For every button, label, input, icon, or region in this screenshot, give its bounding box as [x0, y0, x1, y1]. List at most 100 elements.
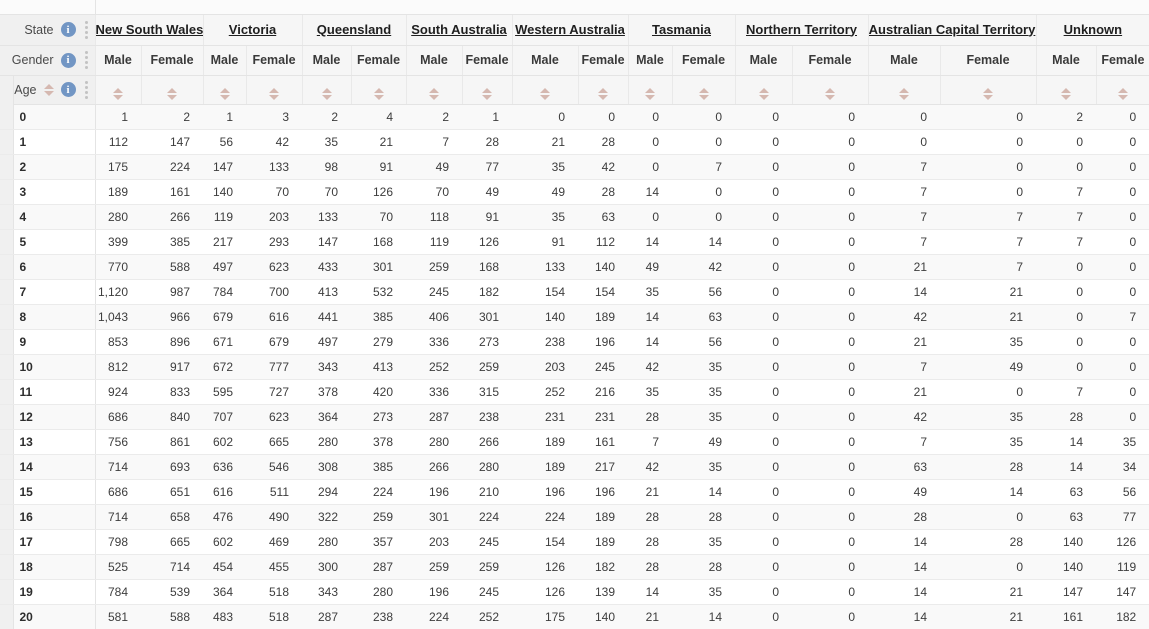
cell[interactable]: 280	[351, 579, 406, 605]
cell[interactable]: 343	[302, 354, 351, 380]
cell[interactable]: 0	[1036, 254, 1096, 280]
cell[interactable]: 35	[940, 404, 1036, 430]
cell[interactable]: 0	[1096, 379, 1149, 405]
cell[interactable]: 112	[95, 129, 141, 155]
cell[interactable]: 14	[1036, 429, 1096, 455]
info-icon[interactable]: i	[60, 22, 76, 37]
cell[interactable]: 147	[1096, 579, 1149, 605]
cell[interactable]: 14	[672, 604, 735, 629]
cell[interactable]: 0	[735, 279, 792, 305]
kebab-menu-icon[interactable]	[83, 80, 90, 100]
cell[interactable]: 21	[628, 479, 672, 505]
cell[interactable]: 252	[406, 354, 462, 380]
cell[interactable]: 42	[868, 304, 940, 330]
cell[interactable]: 0	[792, 154, 868, 180]
cell[interactable]: 161	[1036, 604, 1096, 629]
cell[interactable]: 126	[351, 179, 406, 205]
cell[interactable]: 300	[302, 554, 351, 580]
cell[interactable]: 14	[868, 554, 940, 580]
cell[interactable]: 1	[203, 104, 246, 130]
cell[interactable]: 7	[868, 179, 940, 205]
cell[interactable]: 0	[792, 204, 868, 230]
sort-arrows-icon[interactable]	[1061, 87, 1071, 100]
cell[interactable]: 224	[406, 604, 462, 629]
cell[interactable]: 2	[302, 104, 351, 130]
cell[interactable]: 7	[1036, 379, 1096, 405]
sort-arrows-icon[interactable]	[167, 87, 177, 100]
cell[interactable]: 0	[1036, 329, 1096, 355]
cell[interactable]: 14	[868, 279, 940, 305]
cell[interactable]: 0	[1036, 304, 1096, 330]
cell[interactable]: 833	[141, 379, 203, 405]
cell[interactable]: 140	[578, 254, 628, 280]
cell[interactable]: 7	[406, 129, 462, 155]
cell[interactable]: 35	[628, 379, 672, 405]
cell[interactable]: 28	[578, 179, 628, 205]
cell[interactable]: 7	[868, 154, 940, 180]
cell[interactable]: 0	[792, 379, 868, 405]
cell[interactable]: 0	[940, 104, 1036, 130]
cell[interactable]: 56	[672, 279, 735, 305]
cell[interactable]: 21	[940, 604, 1036, 629]
cell[interactable]: 154	[512, 529, 578, 555]
cell[interactable]: 0	[792, 454, 868, 480]
cell[interactable]: 0	[735, 129, 792, 155]
cell[interactable]: 154	[578, 279, 628, 305]
cell[interactable]: 2	[406, 104, 462, 130]
cell[interactable]: 420	[351, 379, 406, 405]
cell[interactable]: 490	[246, 504, 302, 530]
cell[interactable]: 756	[95, 429, 141, 455]
cell[interactable]: 7	[940, 229, 1036, 255]
cell[interactable]: 21	[868, 379, 940, 405]
cell[interactable]: 0	[672, 129, 735, 155]
kebab-menu-icon[interactable]	[83, 50, 90, 70]
cell[interactable]: 0	[1096, 354, 1149, 380]
cell[interactable]: 2	[141, 104, 203, 130]
cell[interactable]: 112	[578, 229, 628, 255]
cell[interactable]: 35	[672, 529, 735, 555]
cell[interactable]: 602	[203, 429, 246, 455]
cell[interactable]: 126	[1096, 529, 1149, 555]
cell[interactable]: 665	[246, 429, 302, 455]
cell[interactable]: 0	[792, 279, 868, 305]
cell[interactable]: 840	[141, 404, 203, 430]
cell[interactable]: 798	[95, 529, 141, 555]
state-header-label[interactable]: Tasmania	[651, 21, 711, 37]
cell[interactable]: 671	[203, 329, 246, 355]
cell[interactable]: 7	[1036, 179, 1096, 205]
cell[interactable]: 0	[672, 204, 735, 230]
cell[interactable]: 0	[1036, 354, 1096, 380]
cell[interactable]: 7	[868, 204, 940, 230]
cell[interactable]: 189	[512, 454, 578, 480]
cell[interactable]: 0	[792, 329, 868, 355]
cell[interactable]: 216	[578, 379, 628, 405]
cell[interactable]: 966	[141, 304, 203, 330]
cell[interactable]: 196	[512, 479, 578, 505]
cell[interactable]: 21	[628, 604, 672, 629]
cell[interactable]: 714	[141, 554, 203, 580]
cell[interactable]: 0	[735, 354, 792, 380]
cell[interactable]: 784	[95, 579, 141, 605]
cell[interactable]: 91	[512, 229, 578, 255]
cell[interactable]: 119	[406, 229, 462, 255]
cell[interactable]: 0	[735, 479, 792, 505]
cell[interactable]: 861	[141, 429, 203, 455]
sort-arrows-icon[interactable]	[645, 87, 655, 100]
cell[interactable]: 539	[141, 579, 203, 605]
cell[interactable]: 175	[95, 154, 141, 180]
state-header-label[interactable]: New South Wales	[95, 21, 203, 37]
cell[interactable]: 497	[302, 329, 351, 355]
cell[interactable]: 259	[406, 554, 462, 580]
cell[interactable]: 0	[735, 304, 792, 330]
cell[interactable]: 28	[628, 554, 672, 580]
cell[interactable]: 322	[302, 504, 351, 530]
cell[interactable]: 133	[246, 154, 302, 180]
cell[interactable]: 343	[302, 579, 351, 605]
cell[interactable]: 7	[940, 254, 1036, 280]
cell[interactable]: 49	[672, 429, 735, 455]
state-header-label[interactable]: Victoria	[228, 21, 277, 37]
cell[interactable]: 14	[868, 604, 940, 629]
cell[interactable]: 63	[578, 204, 628, 230]
cell[interactable]: 0	[672, 104, 735, 130]
cell[interactable]: 7	[1036, 229, 1096, 255]
